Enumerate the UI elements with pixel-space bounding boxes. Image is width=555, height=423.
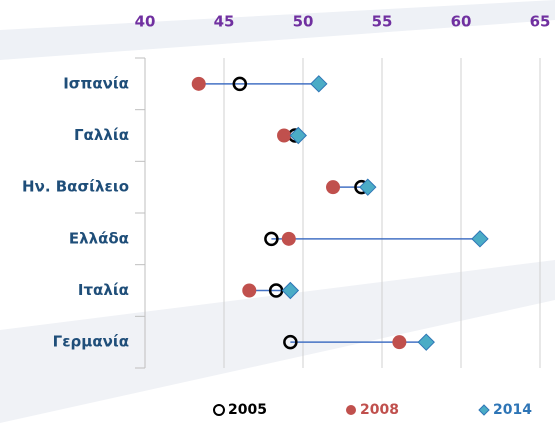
background-swoosh [0, 0, 555, 60]
point-2005 [283, 334, 298, 350]
point-2008 [326, 180, 341, 195]
point-2014 [471, 230, 489, 248]
x-tick-label: 45 [214, 13, 235, 31]
x-tick-label: 40 [135, 13, 156, 31]
legend-marker [478, 404, 490, 416]
category-label: Γαλλία [74, 126, 129, 144]
point-2014 [289, 126, 307, 145]
legend-label: 2008 [360, 402, 399, 418]
point-2008 [277, 128, 292, 143]
point-2005 [232, 76, 248, 92]
point-2008 [281, 231, 296, 246]
point-2014 [281, 281, 300, 300]
legend-marker [213, 404, 225, 416]
category-label: Ελλάδα [69, 229, 129, 247]
point-2008 [242, 283, 257, 298]
category-label: Ην. Βασίλειο [22, 178, 129, 196]
x-tick-label: 50 [293, 13, 314, 31]
point-2014 [310, 75, 328, 93]
background-swoosh [0, 260, 555, 423]
point-2005 [264, 231, 279, 247]
category-label: Ιταλία [78, 281, 129, 299]
legend-marker [346, 405, 356, 415]
point-2008 [191, 76, 206, 91]
point-2014 [417, 333, 435, 351]
category-label: Γερμανία [53, 333, 129, 351]
legend-label: 2005 [228, 402, 267, 418]
x-tick-label: 65 [530, 13, 551, 31]
x-tick-label: 55 [372, 13, 393, 31]
point-2008 [392, 335, 407, 350]
legend-label: 2014 [493, 402, 532, 418]
x-tick-label: 60 [451, 13, 472, 31]
point-2014 [359, 178, 377, 196]
category-label: Ισπανία [63, 74, 129, 92]
